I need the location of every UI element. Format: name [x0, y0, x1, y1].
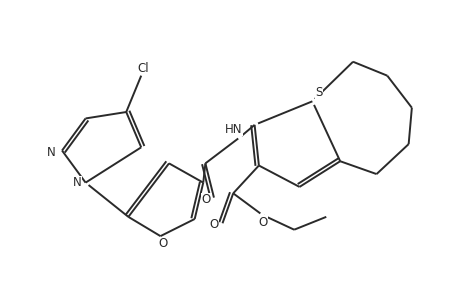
Text: HN: HN	[224, 123, 241, 136]
Text: N: N	[73, 176, 81, 189]
Text: O: O	[258, 216, 267, 229]
Text: Cl: Cl	[137, 62, 149, 75]
Text: O: O	[157, 237, 167, 250]
Text: N: N	[47, 146, 56, 159]
Text: O: O	[202, 193, 211, 206]
Text: O: O	[209, 218, 218, 231]
Text: S: S	[314, 86, 322, 99]
